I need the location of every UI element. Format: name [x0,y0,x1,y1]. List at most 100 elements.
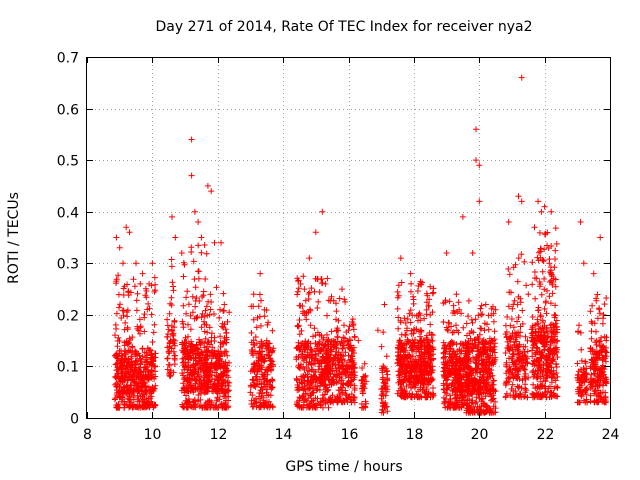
data-point [473,126,479,133]
data-point [453,327,460,334]
x-tick-label: 10 [144,427,162,443]
data-point [380,329,387,336]
data-point [480,407,487,414]
data-point [191,276,198,283]
data-point [143,373,150,380]
data-point [450,367,456,374]
data-point [301,367,308,373]
data-point [474,365,481,371]
data-point [514,371,521,378]
data-point [552,283,559,290]
data-point [307,378,314,384]
data-point [449,329,456,336]
data-point [148,361,154,368]
data-point [256,291,263,298]
data-point [220,290,227,297]
x-axis-label: GPS time / hours [285,459,402,475]
y-tick-label: 0.5 [57,154,79,170]
data-point [553,361,560,368]
data-point [148,354,155,361]
data-point [398,384,405,390]
data-point [211,311,217,317]
data-point [411,339,418,346]
data-point [318,398,324,405]
data-point [182,351,188,358]
data-point [515,255,522,262]
data-point [217,344,224,350]
data-point [476,162,483,169]
data-point [592,350,599,357]
data-point [114,387,120,394]
y-tick-label: 0.3 [57,257,79,273]
data-point [126,404,132,411]
data-point [507,392,514,399]
data-point [469,340,476,347]
data-point [478,302,485,309]
data-point [468,316,475,323]
data-point [195,377,202,384]
data-point [535,357,542,364]
data-point [530,392,537,399]
data-point [166,340,173,347]
data-point [346,365,353,372]
data-point [298,340,305,347]
y-tick-label: 0.4 [57,206,79,222]
data-point [443,250,450,256]
data-point [260,342,267,349]
y-tick-label: 0 [70,412,79,428]
data-point [426,343,433,350]
data-point [382,380,389,387]
data-point [341,296,348,303]
data-point [450,386,457,393]
data-point [180,302,187,309]
data-point [578,346,585,353]
data-point [502,350,509,356]
data-point [482,393,489,400]
data-point [544,287,550,294]
data-point [220,379,227,386]
data-point [258,393,265,400]
x-tick-label: 8 [83,427,92,443]
data-point [594,315,601,322]
data-point [116,244,123,251]
data-point [471,379,477,386]
data-point [440,368,447,375]
data-point [408,342,415,349]
data-point [324,312,330,319]
data-point [472,400,479,407]
data-point [220,340,227,347]
data-point [492,398,499,405]
data-point [544,242,550,249]
data-point [480,362,487,369]
data-point [202,307,209,314]
data-point [251,360,258,367]
data-point [334,333,341,340]
data-point [212,382,219,389]
data-point [298,404,305,411]
data-point [378,343,385,350]
data-point [311,325,318,332]
data-point [223,365,230,372]
data-point [511,361,518,368]
data-point [448,354,455,361]
data-point [422,362,429,369]
data-point [331,338,338,345]
data-point [533,275,540,282]
data-point [335,387,342,394]
data-point [597,234,604,241]
data-point [338,362,345,369]
data-point [294,376,301,383]
data-point [461,362,468,369]
data-point [475,335,482,342]
data-point [207,306,214,313]
data-point [397,358,404,365]
data-point [141,349,148,356]
data-point [117,364,123,370]
data-point [345,344,352,351]
data-point [340,366,347,373]
data-point [117,301,123,308]
data-point [347,357,354,363]
data-point [380,363,387,369]
data-point [310,333,316,340]
data-point [257,270,264,277]
